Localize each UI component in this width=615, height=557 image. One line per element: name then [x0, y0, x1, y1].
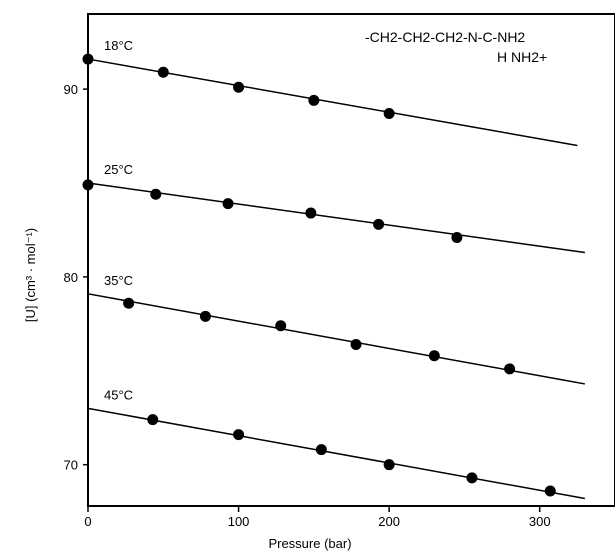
- data-point: [199, 310, 211, 322]
- data-point: [428, 350, 440, 362]
- plot-frame: [87, 13, 615, 507]
- y-tick-label: 80: [64, 270, 78, 285]
- structure-sub: H NH2+: [497, 49, 547, 65]
- data-point: [383, 459, 395, 471]
- series-labels: 18°C 25°C 35°C 45°C: [104, 38, 133, 402]
- axis-tick-labels: 0 100 200 300 70 80 90: [64, 82, 551, 529]
- x-tick-label: 300: [529, 514, 551, 529]
- fit-line: [87, 58, 578, 147]
- fit-line: [87, 407, 586, 500]
- data-point: [222, 198, 234, 210]
- data-point: [305, 207, 317, 219]
- data-point: [451, 231, 463, 243]
- structure-main: -CH2-CH2-CH2-N-C-NH2: [365, 29, 525, 45]
- data-point: [157, 66, 169, 78]
- data-point: [147, 414, 159, 426]
- data-point: [233, 81, 245, 93]
- data-point: [350, 339, 362, 351]
- data-point: [466, 472, 478, 484]
- data-point: [123, 297, 135, 309]
- data-point: [315, 444, 327, 456]
- plot-border: [87, 13, 615, 507]
- data-point: [82, 53, 94, 65]
- fit-lines: [87, 58, 586, 500]
- series-label: 45°C: [104, 387, 133, 402]
- y-tick-label: 70: [64, 458, 78, 473]
- fit-line: [87, 182, 585, 254]
- data-point: [275, 320, 287, 332]
- series-label: 35°C: [104, 273, 133, 288]
- data-point: [308, 94, 320, 106]
- data-point: [150, 188, 162, 200]
- y-axis-label: [U] (cm³ · mol⁻¹): [23, 228, 38, 322]
- series-label: 18°C: [104, 38, 133, 53]
- axis-ticks: [83, 88, 541, 512]
- fit-line: [87, 293, 586, 385]
- series-label: 25°C: [104, 162, 133, 177]
- x-axis-label: Pressure (bar): [268, 536, 351, 551]
- data-point: [544, 485, 556, 497]
- data-point: [233, 429, 245, 441]
- data-point: [504, 363, 516, 375]
- y-tick-label: 90: [64, 82, 78, 97]
- x-tick-label: 100: [228, 514, 250, 529]
- x-tick-label: 200: [378, 514, 400, 529]
- data-points: [82, 53, 556, 497]
- data-point: [82, 179, 94, 191]
- data-point: [373, 218, 385, 230]
- x-tick-label: 0: [84, 514, 91, 529]
- data-point: [383, 108, 395, 120]
